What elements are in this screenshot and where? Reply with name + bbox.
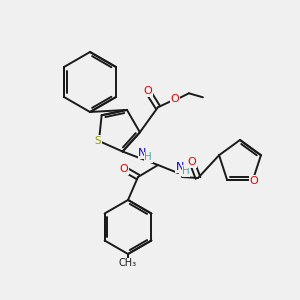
Text: N: N (138, 148, 146, 158)
Text: O: O (120, 164, 128, 174)
Text: CH₃: CH₃ (119, 258, 137, 268)
Text: H: H (144, 152, 152, 162)
Text: H: H (182, 166, 190, 176)
Text: S: S (94, 136, 101, 146)
Text: O: O (170, 94, 179, 104)
Text: O: O (188, 157, 196, 167)
Text: O: O (143, 86, 152, 96)
Text: O: O (250, 176, 258, 186)
Text: N: N (176, 162, 184, 172)
